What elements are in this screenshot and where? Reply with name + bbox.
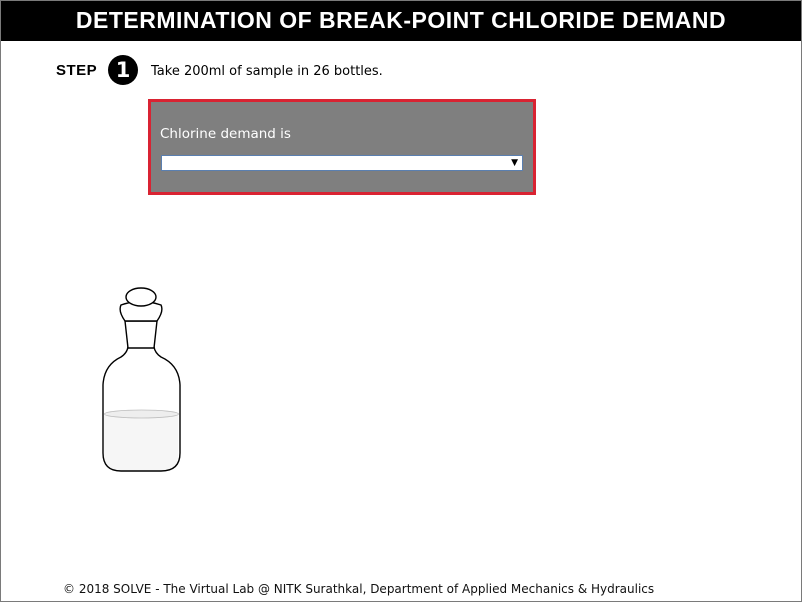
reagent-bottle-icon[interactable] (97, 285, 189, 475)
step-number-badge: 1 (108, 55, 138, 85)
question-panel: Chlorine demand is ▼ (148, 99, 536, 195)
chevron-down-icon[interactable]: ▼ (511, 158, 518, 168)
stopper-knob (125, 287, 157, 307)
stopper-stem (124, 320, 158, 349)
step-label: STEP (56, 62, 98, 79)
question-label: Chlorine demand is (160, 126, 291, 142)
footer-copyright: © 2018 SOLVE - The Virtual Lab @ NITK Su… (63, 582, 655, 596)
chlorine-demand-select[interactable]: ▼ (161, 155, 523, 171)
bottle-liquid (104, 413, 178, 471)
liquid-surface (104, 409, 179, 419)
step-instruction: Take 200ml of sample in 26 bottles. (151, 64, 383, 79)
bottle-body (102, 346, 181, 472)
page-title: DETERMINATION OF BREAK-POINT CHLORIDE DE… (1, 1, 801, 41)
